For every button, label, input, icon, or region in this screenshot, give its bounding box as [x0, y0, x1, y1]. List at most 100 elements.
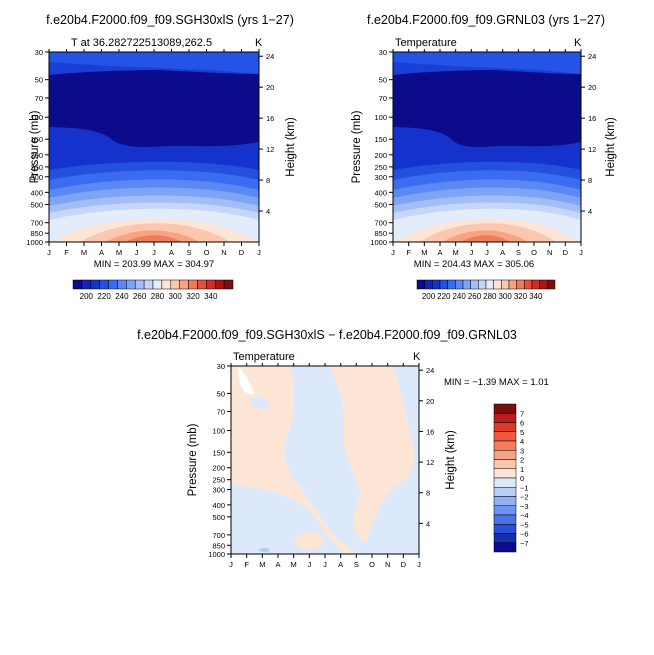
panel-2-colorbar-label: 300	[498, 292, 512, 301]
panel-3-y-tick-label: 700	[212, 531, 225, 540]
panel-3-colorbar-swatch	[493, 459, 517, 469]
panel-1-y-tick-label: 850	[30, 229, 43, 238]
panel-3-x-tick-label: N	[385, 560, 390, 569]
panel-1-colorbar-swatch	[188, 279, 198, 290]
panel-3-colorbar-swatch	[493, 505, 517, 516]
panel-1-subtitle: T at 36.282722513089,262.5	[71, 37, 212, 49]
panel-2-y-tick-label: 100	[374, 113, 387, 122]
panel-1-y-tick-label: 250	[30, 163, 43, 172]
panel-1-colorbar-swatch	[170, 279, 180, 290]
panel-1-colorbar-label: 200	[80, 292, 94, 301]
panel-2-x-tick-label: M	[453, 248, 459, 257]
panel-1-colorbar-label: 320	[186, 292, 200, 301]
panel-3-colorbar-swatch	[493, 477, 517, 488]
panel-3-colorbar-label: 2	[520, 456, 524, 465]
panel-3-title: f.e20b4.F2000.f09_f09.SGH30xlS − f.e20b4…	[137, 328, 517, 342]
panel-1-x-tick-label: M	[116, 248, 122, 257]
panel-1-colorbar-label: 280	[151, 292, 165, 301]
panel-2-colorbar-swatch	[508, 279, 517, 290]
panel-1-y-tick-label: 300	[30, 173, 43, 182]
panel-2-colorbar-swatch	[501, 279, 510, 290]
panel-2-colorbar-swatch	[416, 279, 425, 290]
panel-3-colorbar-swatch	[493, 542, 517, 553]
panel-3-y2-axis-label: Height (km)	[445, 430, 457, 490]
panel-2-colorbar-swatch	[524, 279, 533, 290]
panel-2-y-tick-label: 200	[374, 151, 387, 160]
panel-2-y-tick-label: 150	[374, 135, 387, 144]
panel-3-colorbar-label: −6	[520, 530, 529, 539]
panel-1-colorbar-swatch	[223, 279, 234, 290]
panel-3-y-tick-label: 500	[212, 513, 225, 522]
panel-2-colorbar-swatch	[547, 279, 556, 290]
panel-2-y-axis-label: Pressure (mb)	[351, 110, 363, 183]
panel-3-x-tick-label: A	[275, 560, 280, 569]
panel-3-colorbar-label: −3	[520, 502, 529, 511]
panel-1-stats: MIN = 203.99 MAX = 304.97	[94, 259, 214, 270]
panel-1-y-tick-label: 700	[30, 219, 43, 228]
panel-2-y-tick-label: 300	[374, 173, 387, 182]
panel-3-y2-tick-label: 24	[426, 366, 434, 375]
panel-2-colorbar-swatch	[478, 279, 487, 290]
panel-3-x-tick-label: A	[338, 560, 343, 569]
panel-1-colorbar-swatch	[214, 279, 225, 290]
panel-3-y2-tick-label: 4	[426, 519, 430, 528]
panel-1-y-tick-label: 30	[35, 48, 43, 57]
panel-1-y2-tick-label: 20	[266, 83, 274, 92]
panel-3-colorbar-swatch	[493, 468, 517, 479]
panel-1-colorbar-label: 340	[204, 292, 218, 301]
panel-1-colorbar-label: 240	[115, 292, 129, 301]
panel-2-units: K	[574, 37, 582, 49]
panel-3-stats: MIN = −1.39 MAX = 1.01	[444, 377, 549, 388]
panel-3-colorbar-label: 0	[520, 474, 524, 483]
panel-3-x-tick-label: M	[291, 560, 297, 569]
panel-3-y-tick-label: 50	[217, 389, 225, 398]
panel-1-colorbar-label: 260	[133, 292, 147, 301]
panel-2-colorbar-label: 280	[483, 292, 497, 301]
panel-3-colorbar-label: 4	[520, 437, 524, 446]
panel-1-colorbar-swatch	[179, 279, 189, 290]
panel-2: f.e20b4.F2000.f09_f09.GRNL03 (yrs 1−27) …	[351, 13, 617, 270]
panel-2-colorbar-swatch	[432, 279, 441, 290]
panel-3-y-tick-label: 300	[212, 485, 225, 494]
panel-2-y2-tick-label: 8	[588, 176, 592, 185]
panel-1-x-tick-label: J	[135, 248, 139, 257]
panel-1-x-tick-label: J	[152, 248, 156, 257]
panel-1-colorbar-swatch	[152, 279, 163, 290]
panel-1-colorbar-swatch	[126, 279, 136, 290]
panel-1-colorbar-swatch	[143, 279, 154, 290]
panel-2-y-tick-label: 400	[374, 188, 387, 197]
panel-3-colorbar-swatch	[493, 533, 517, 543]
panel-2-subtitle: Temperature	[395, 37, 457, 49]
panel-2-x-tick-label: M	[421, 248, 427, 257]
panel-3-y2-tick-label: 8	[426, 489, 430, 498]
panel-2-y2-tick-label: 16	[588, 114, 596, 123]
panel-3-colorbar-label: 3	[520, 446, 524, 455]
panel-1: f.e20b4.F2000.f09_f09.SGH30xlS (yrs 1−27…	[29, 13, 297, 270]
panel-1-y-tick-label: 70	[35, 94, 43, 103]
panel-1-y2-tick-label: 8	[266, 176, 270, 185]
panel-1-x-tick-label: N	[221, 248, 226, 257]
panel-3-y-axis-label: Pressure (mb)	[187, 423, 199, 496]
panel-2-y2-axis-label: Height (km)	[605, 117, 617, 177]
panel-2-colorbar-label: 260	[468, 292, 482, 301]
panel-2-title: f.e20b4.F2000.f09_f09.GRNL03 (yrs 1−27)	[367, 13, 605, 27]
panel-1-colorbar-swatch	[81, 279, 92, 290]
panel-3-colorbar-swatch	[493, 487, 517, 497]
panel-1-colorbar-swatch	[197, 279, 207, 290]
panel-1-colorbar-swatch	[134, 279, 145, 290]
panel-1-y-tick-label: 400	[30, 188, 43, 197]
panel-3-x-tick-label: M	[259, 560, 265, 569]
panel-3-colorbar-label: −5	[520, 520, 529, 529]
panel-3-colorbar-label: 5	[520, 428, 524, 437]
panel-1-title: f.e20b4.F2000.f09_f09.SGH30xlS (yrs 1−27…	[46, 13, 294, 27]
panel-2-contour-field	[393, 52, 581, 242]
panel-2-y2-tick-label: 20	[588, 83, 596, 92]
panel-3-y-tick-label: 200	[212, 464, 225, 473]
panel-3-colorbar-swatch	[493, 431, 517, 442]
panel-3-y2-tick-label: 20	[426, 397, 434, 406]
panel-2-x-tick-label: A	[500, 248, 505, 257]
panel-3-y-tick-label: 30	[217, 362, 225, 371]
panel-2-colorbar-swatch	[516, 279, 525, 290]
panel-3-subtitle: Temperature	[233, 351, 295, 363]
panel-3-colorbar-label: 6	[520, 419, 524, 428]
